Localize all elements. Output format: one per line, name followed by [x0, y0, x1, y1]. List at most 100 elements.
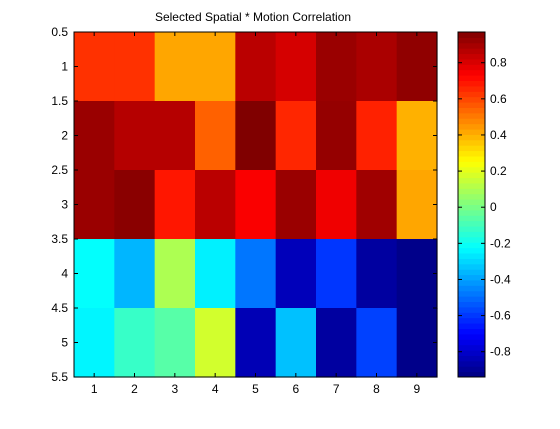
colorbar-segment: [458, 139, 485, 146]
heatmap-cell-r1-c3: [154, 32, 196, 102]
colorbar-frame: [457, 31, 486, 378]
y-tick-label: 4.5: [51, 301, 68, 315]
heatmap-cell-r1-c5: [235, 32, 277, 102]
colorbar-segment: [458, 161, 485, 168]
heatmap-cell-r4-c3: [154, 239, 196, 309]
colorbar-segment: [458, 193, 485, 200]
heatmap-cell-r2-c1: [74, 101, 115, 171]
colorbar-segment: [458, 355, 485, 362]
x-tick-label: 2: [131, 382, 138, 396]
heatmap-cell-r5-c8: [356, 308, 398, 378]
colorbar-segment: [458, 134, 485, 141]
colorbar-tick-label: -0.8: [490, 345, 511, 359]
colorbar-segment: [458, 75, 485, 82]
colorbar-segment: [458, 172, 485, 179]
colorbar-tick-label: 0.4: [490, 128, 507, 142]
heatmap-cell-r5-c3: [154, 308, 196, 378]
colorbar-segment: [458, 253, 485, 259]
x-tick-label: 4: [212, 382, 219, 396]
colorbar-tick-label: 0: [490, 200, 497, 214]
heatmap-cell-r3-c5: [235, 170, 277, 240]
colorbar-segment: [458, 220, 485, 227]
colorbar-segment: [458, 204, 485, 211]
heatmap-cell-r3-c4: [195, 170, 236, 240]
heatmap-cell-r5-c4: [195, 308, 236, 378]
colorbar-segment: [458, 177, 485, 184]
y-tick-label: 2: [61, 129, 68, 143]
heatmap-cell-r1-c6: [275, 32, 317, 102]
colorbar-segment: [458, 323, 485, 329]
colorbar-segment: [458, 263, 485, 270]
heatmap-cell-r4-c6: [275, 239, 317, 309]
heatmap-cell-r1-c8: [356, 32, 398, 102]
colorbar-tick-label: -0.2: [490, 236, 511, 250]
colorbar-segment: [458, 360, 485, 367]
colorbar-segment: [458, 118, 485, 125]
heatmap-cell-r4-c1: [74, 239, 115, 309]
y-tick-label: 0.5: [51, 25, 68, 39]
colorbar-segment: [458, 285, 485, 292]
colorbar-segment: [458, 53, 485, 60]
y-tick-label: 2.5: [51, 163, 68, 177]
heatmap-cell-r4-c8: [356, 239, 398, 309]
y-tick-label: 3: [61, 198, 68, 212]
heatmap-cell-r2-c7: [316, 101, 357, 171]
heatmap-cell-r2-c6: [275, 101, 317, 171]
colorbar-segment: [458, 102, 485, 108]
heatmap-cell-r2-c8: [356, 101, 398, 171]
heatmap-axes: 1 2 3 4 5 6 7 8 9 0.5 1 1.5 2 2.5 3 3.5 4 4.5 5 5.5: [51, 25, 438, 396]
colorbar-segment: [458, 123, 485, 130]
colorbar-segment: [458, 32, 485, 38]
x-tick-label: 7: [333, 382, 340, 396]
heatmap-cell-r1-c4: [195, 32, 236, 102]
heatmap-cell-r3-c7: [316, 170, 357, 240]
colorbar-segment: [458, 301, 485, 308]
colorbar-segment: [458, 333, 485, 340]
colorbar-segment: [458, 269, 485, 276]
y-tick-label: 1: [61, 60, 68, 74]
colorbar-segment: [458, 344, 485, 351]
x-tick-label: 8: [373, 382, 380, 396]
heatmap-cells: [74, 32, 438, 378]
colorbar-segment: [458, 80, 485, 87]
colorbar-segment: [458, 236, 485, 243]
colorbar-segment: [458, 279, 485, 286]
colorbar-segment: [458, 166, 485, 173]
heatmap-cell-r4-c4: [195, 239, 236, 309]
colorbar-segment: [458, 91, 485, 98]
heatmap-cell-r3-c8: [356, 170, 398, 240]
x-tick-label: 5: [252, 382, 259, 396]
colorbar-segment: [458, 112, 485, 119]
colorbar-segment: [458, 188, 485, 195]
heatmap-cell-r4-c9: [396, 239, 438, 309]
colorbar-segment: [458, 145, 485, 152]
heatmap-cell-r2-c9: [396, 101, 438, 171]
colorbar-segment: [458, 350, 485, 356]
colorbar-segment: [458, 37, 485, 44]
colorbar-segment: [458, 242, 485, 249]
heatmap-cell-r3-c2: [114, 170, 156, 240]
colorbar-segment: [458, 58, 485, 65]
heatmap-cell-r5-c6: [275, 308, 317, 378]
colorbar-tick-label: -0.6: [490, 309, 511, 323]
x-tick-label: 1: [91, 382, 98, 396]
heatmap-cell-r5-c9: [396, 308, 438, 378]
colorbar-segment: [458, 296, 485, 303]
colorbar-tick-label: -0.4: [490, 272, 511, 286]
colorbar-tick-label: 0.2: [490, 164, 507, 178]
colorbar-segment: [458, 371, 485, 378]
colorbar-segment: [458, 199, 485, 205]
colorbar-tick-label: 0.6: [490, 92, 507, 106]
colorbar-segment: [458, 366, 485, 373]
y-tick-label: 5.5: [51, 370, 68, 384]
x-tick-label: 9: [413, 382, 420, 396]
heatmap-cell-r3-c1: [74, 170, 115, 240]
colorbar-segment: [458, 306, 485, 313]
x-tick-label: 6: [292, 382, 299, 396]
colorbar-tick-label: 0.8: [490, 56, 507, 70]
heatmap-cell-r4-c5: [235, 239, 277, 309]
heatmap-cell-r3-c3: [154, 170, 196, 240]
heatmap-cell-r4-c7: [316, 239, 357, 309]
